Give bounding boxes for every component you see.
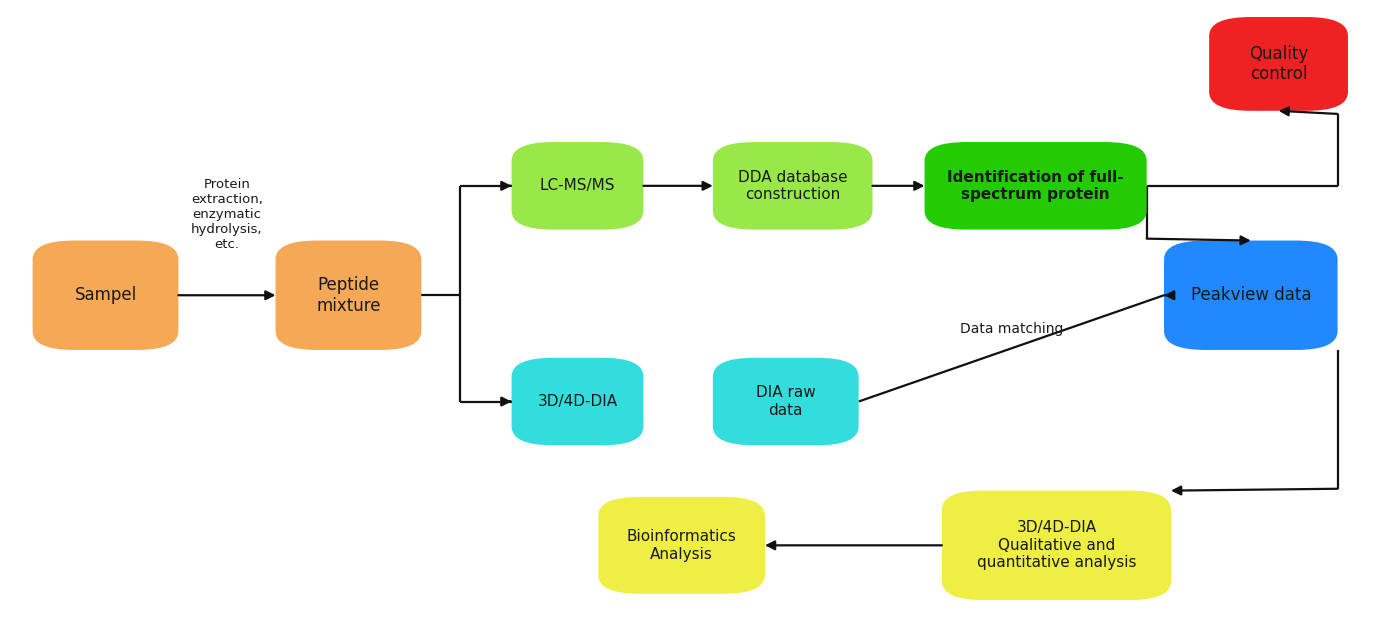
FancyBboxPatch shape	[598, 497, 765, 594]
FancyBboxPatch shape	[712, 142, 872, 230]
FancyBboxPatch shape	[512, 358, 644, 445]
Text: Quality
control: Quality control	[1249, 45, 1308, 84]
Text: Identification of full-
spectrum protein: Identification of full- spectrum protein	[947, 170, 1124, 202]
Text: Data matching: Data matching	[960, 322, 1063, 336]
Text: Bioinformatics
Analysis: Bioinformatics Analysis	[627, 529, 737, 561]
FancyBboxPatch shape	[925, 142, 1146, 230]
Text: DIA raw
data: DIA raw data	[755, 386, 815, 418]
FancyBboxPatch shape	[32, 241, 178, 350]
Text: Peptide
mixture: Peptide mixture	[316, 276, 381, 315]
FancyBboxPatch shape	[1164, 241, 1338, 350]
Text: 3D/4D-DIA: 3D/4D-DIA	[537, 394, 618, 409]
FancyBboxPatch shape	[275, 241, 421, 350]
Text: Peakview data: Peakview data	[1191, 286, 1312, 304]
Text: Sampel: Sampel	[74, 286, 136, 304]
Text: 3D/4D-DIA
Qualitative and
quantitative analysis: 3D/4D-DIA Qualitative and quantitative a…	[976, 521, 1136, 570]
Text: DDA database
construction: DDA database construction	[737, 170, 847, 202]
FancyBboxPatch shape	[512, 142, 644, 230]
FancyBboxPatch shape	[712, 358, 858, 445]
FancyBboxPatch shape	[942, 490, 1171, 600]
FancyBboxPatch shape	[1209, 17, 1348, 111]
Text: Protein
extraction,
enzymatic
hydrolysis,
etc.: Protein extraction, enzymatic hydrolysis…	[191, 178, 263, 251]
Text: LC-MS/MS: LC-MS/MS	[540, 178, 615, 193]
